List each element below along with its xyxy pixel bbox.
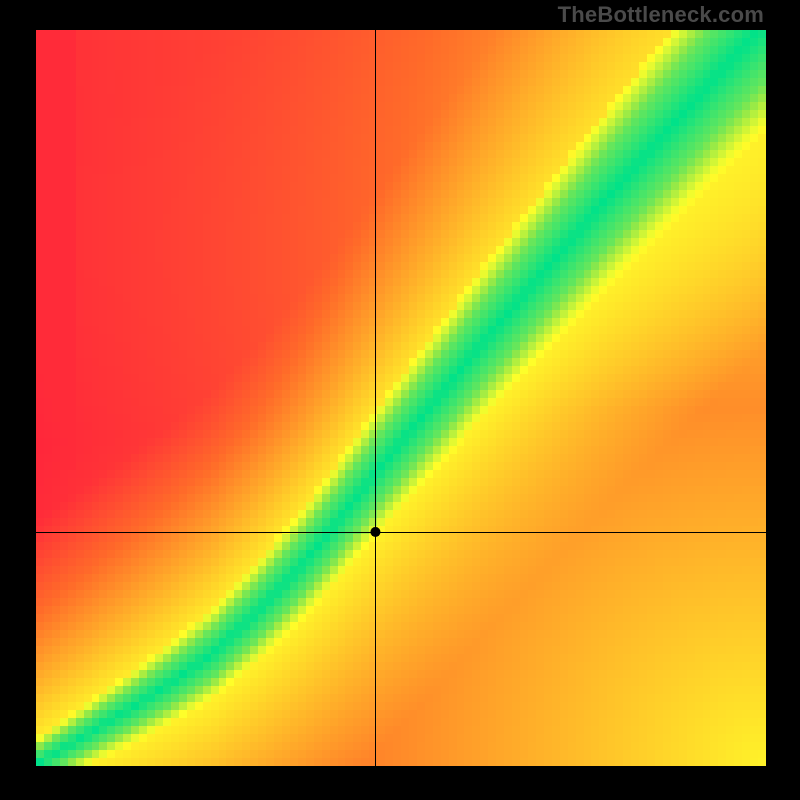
watermark-text: TheBottleneck.com: [558, 2, 764, 28]
chart-container: TheBottleneck.com: [0, 0, 800, 800]
bottleneck-heatmap: [0, 0, 800, 800]
